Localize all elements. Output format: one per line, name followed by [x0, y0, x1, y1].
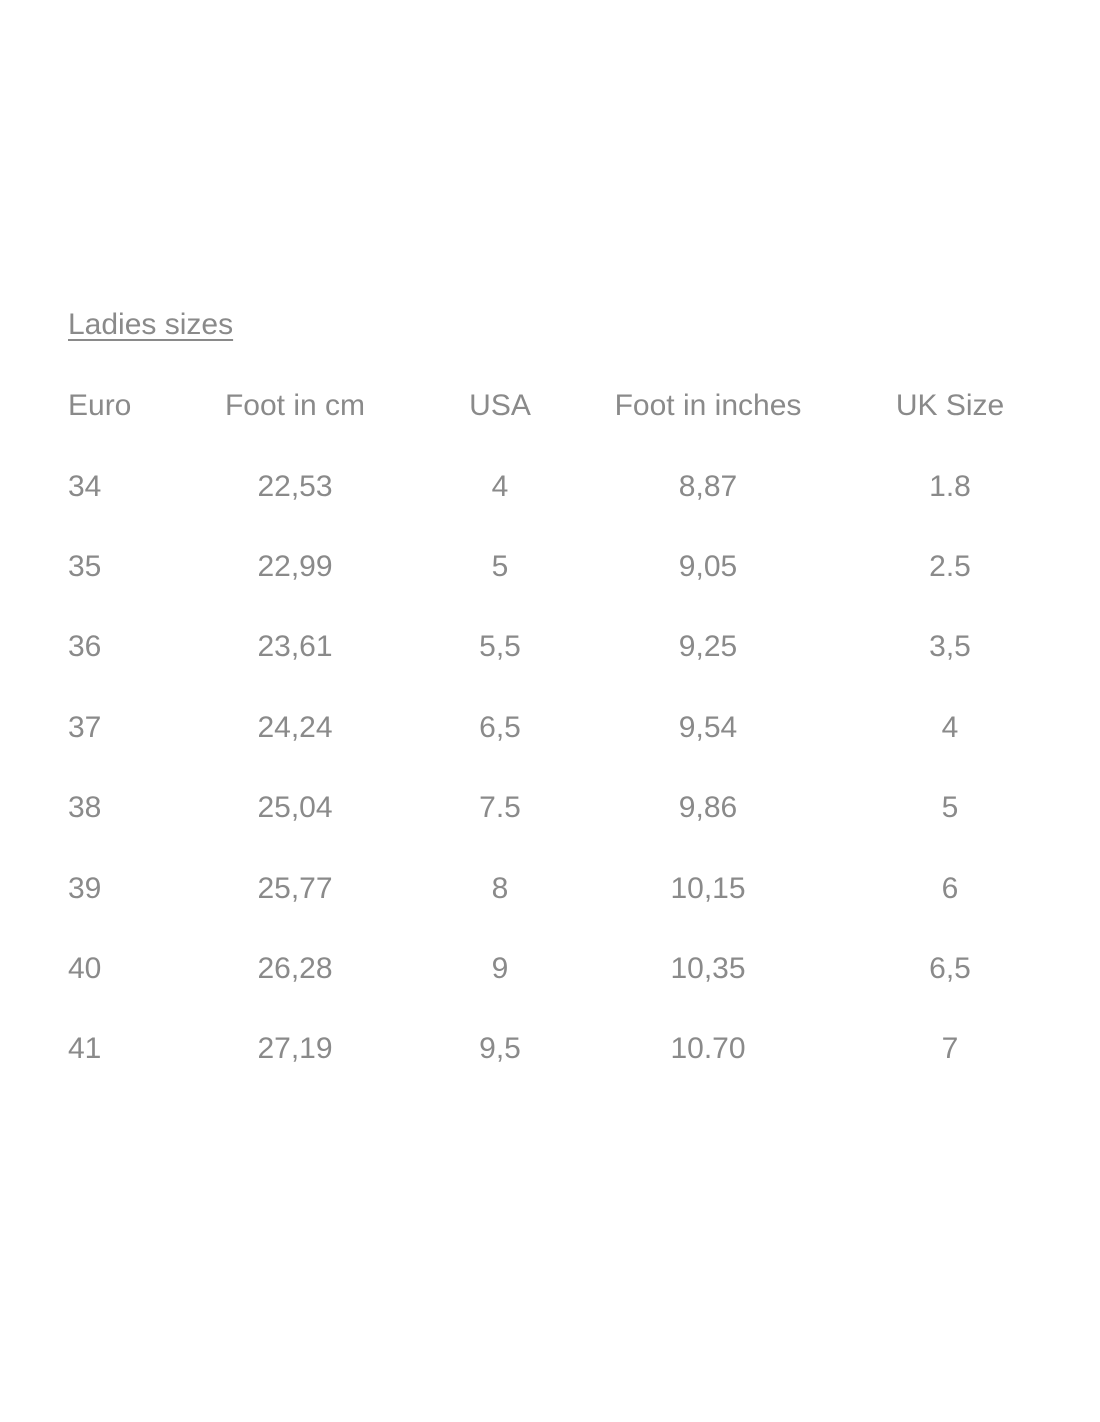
- column-header-euro: Euro: [68, 389, 132, 423]
- cell-foot-inches: 9,25: [678, 630, 738, 664]
- cell-foot-inches: 9,86: [678, 791, 738, 825]
- cell-foot-inches: 10.70: [670, 1032, 746, 1066]
- cell-usa: 9: [491, 951, 509, 985]
- cell-usa: 6,5: [479, 710, 521, 744]
- cell-foot-cm: 22,53: [257, 469, 333, 503]
- cell-foot-cm: 26,28: [257, 951, 333, 985]
- cell-euro: 34: [68, 469, 102, 503]
- cell-uk-size: 1.8: [929, 469, 971, 503]
- cell-uk-size: 7: [941, 1032, 959, 1066]
- cell-foot-cm: 24,24: [257, 710, 333, 744]
- cell-foot-inches: 10,15: [670, 871, 746, 905]
- cell-uk-size: 3,5: [929, 630, 971, 664]
- page-title-text: Ladies sizes: [68, 308, 234, 341]
- cell-euro: 36: [68, 630, 102, 664]
- cell-foot-cm: 25,77: [257, 871, 333, 905]
- cell-foot-cm: 22,99: [257, 549, 333, 583]
- cell-euro: 37: [68, 710, 102, 744]
- cell-usa: 9,5: [479, 1032, 521, 1066]
- cell-euro: 40: [68, 951, 102, 985]
- cell-euro: 35: [68, 549, 102, 583]
- cell-usa: 5,5: [479, 630, 521, 664]
- cell-uk-size: 2.5: [929, 549, 971, 583]
- cell-usa: 5: [491, 549, 509, 583]
- cell-uk-size: 6,5: [929, 951, 971, 985]
- cell-foot-cm: 23,61: [257, 630, 333, 664]
- column-header-foot-inches: Foot in inches: [614, 389, 802, 423]
- cell-euro: 39: [68, 871, 102, 905]
- cell-foot-inches: 9,54: [678, 710, 738, 744]
- cell-euro: 41: [68, 1032, 102, 1066]
- cell-foot-cm: 27,19: [257, 1032, 333, 1066]
- cell-uk-size: 5: [941, 791, 959, 825]
- cell-uk-size: 4: [941, 710, 959, 744]
- cell-foot-cm: 25,04: [257, 791, 333, 825]
- cell-foot-inches: 10,35: [670, 951, 746, 985]
- ladies-sizes-table: Euro Foot in cm USA Foot in inches UK Si…: [68, 366, 1082, 1090]
- cell-usa: 8: [491, 871, 509, 905]
- cell-usa: 7.5: [479, 791, 521, 825]
- page-title: Ladies sizes: [68, 308, 233, 342]
- column-header-foot-cm: Foot in cm: [224, 389, 366, 423]
- cell-uk-size: 6: [941, 871, 959, 905]
- cell-foot-inches: 9,05: [678, 549, 738, 583]
- cell-foot-inches: 8,87: [678, 469, 738, 503]
- cell-euro: 38: [68, 791, 102, 825]
- cell-usa: 4: [491, 469, 509, 503]
- column-header-usa: USA: [469, 389, 531, 423]
- column-header-uk-size: UK Size: [895, 389, 1005, 423]
